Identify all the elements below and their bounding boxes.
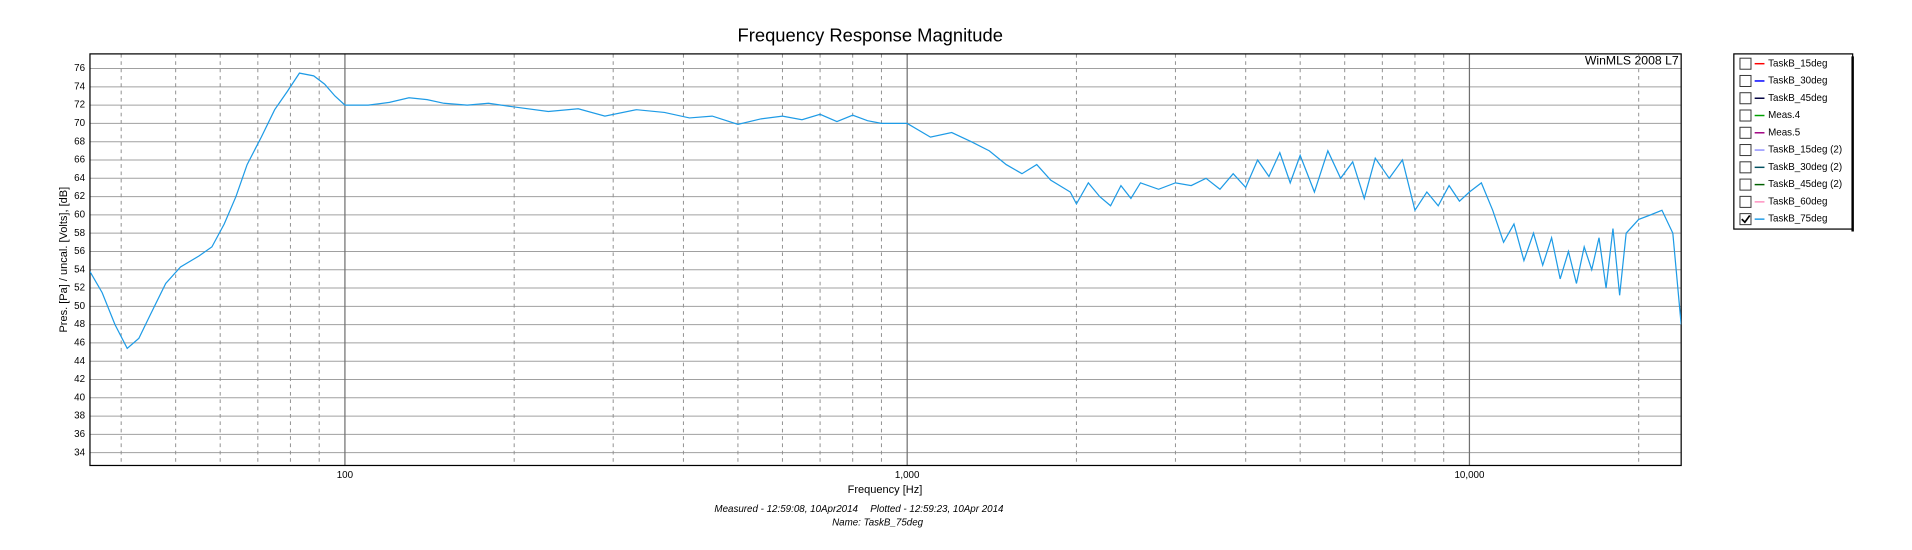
x-tick-label: 100 <box>337 470 354 481</box>
series-line <box>89 72 1682 350</box>
y-tick-label: 76 <box>74 63 85 74</box>
x-axis-label: Frequency [Hz] <box>848 484 923 496</box>
y-tick-label: 62 <box>74 191 85 202</box>
y-tick-label: 72 <box>74 100 85 111</box>
footer-name: Name: TaskB_75deg <box>832 518 924 529</box>
watermark: WinMLS 2008 L7 <box>1585 53 1679 67</box>
legend-checkbox[interactable] <box>1739 57 1752 70</box>
y-tick-label: 58 <box>74 228 85 239</box>
legend-checkbox[interactable] <box>1739 161 1752 174</box>
legend-label: TaskB_15deg (2) <box>1768 145 1842 156</box>
y-tick-label: 40 <box>74 392 85 403</box>
legend-checkbox[interactable] <box>1739 213 1752 226</box>
y-tick-label: 74 <box>74 81 85 92</box>
legend-label: TaskB_30deg (2) <box>1768 162 1842 173</box>
y-tick-label: 68 <box>74 136 85 147</box>
legend-box <box>1733 53 1854 230</box>
legend-label: TaskB_15deg <box>1768 58 1827 69</box>
y-axis-label: Pres. [Pa] / uncal. [Volts], [dB] <box>58 187 70 333</box>
legend-checkbox[interactable] <box>1739 74 1752 87</box>
legend-checkbox[interactable] <box>1739 92 1752 105</box>
legend-checkbox[interactable] <box>1739 126 1752 139</box>
y-tick-label: 52 <box>74 283 85 294</box>
y-tick-label: 36 <box>74 429 85 440</box>
legend-label: TaskB_45deg (2) <box>1768 179 1842 190</box>
y-tick-label: 50 <box>74 301 85 312</box>
plot-frame <box>89 53 1682 467</box>
y-tick-label: 70 <box>74 118 85 129</box>
legend-check <box>1741 214 1751 224</box>
footer-measured: Measured - 12:59:08, 10Apr2014 <box>714 504 858 515</box>
legend-label: Meas.4 <box>1768 110 1801 121</box>
y-tick-label: 60 <box>74 209 85 220</box>
legend-checkbox[interactable] <box>1739 144 1752 157</box>
y-tick-label: 64 <box>74 173 85 184</box>
legend-checkbox[interactable] <box>1739 178 1752 191</box>
legend-label: TaskB_30deg <box>1768 76 1827 87</box>
legend-label: Meas.5 <box>1768 127 1801 138</box>
x-tick-label: 1,000 <box>895 470 920 481</box>
y-tick-label: 66 <box>74 155 85 166</box>
legend-label: TaskB_60deg <box>1768 196 1827 207</box>
y-tick-label: 46 <box>74 338 85 349</box>
y-tick-label: 34 <box>74 447 85 458</box>
y-tick-label: 44 <box>74 356 85 367</box>
legend-label: TaskB_75deg <box>1768 214 1827 225</box>
y-tick-label: 48 <box>74 319 85 330</box>
legend-checkbox[interactable] <box>1739 195 1752 208</box>
y-tick-label: 54 <box>74 264 85 275</box>
x-tick-label: 10,000 <box>1454 470 1484 481</box>
chart-title: Frequency Response Magnitude <box>738 25 1003 46</box>
y-tick-label: 42 <box>74 374 85 385</box>
legend-checkbox[interactable] <box>1739 109 1752 122</box>
footer-plotted: Plotted - 12:59:23, 10Apr 2014 <box>870 504 1004 515</box>
y-tick-label: 38 <box>74 411 85 422</box>
y-tick-label: 56 <box>74 246 85 257</box>
legend-label: TaskB_45deg <box>1768 93 1827 104</box>
